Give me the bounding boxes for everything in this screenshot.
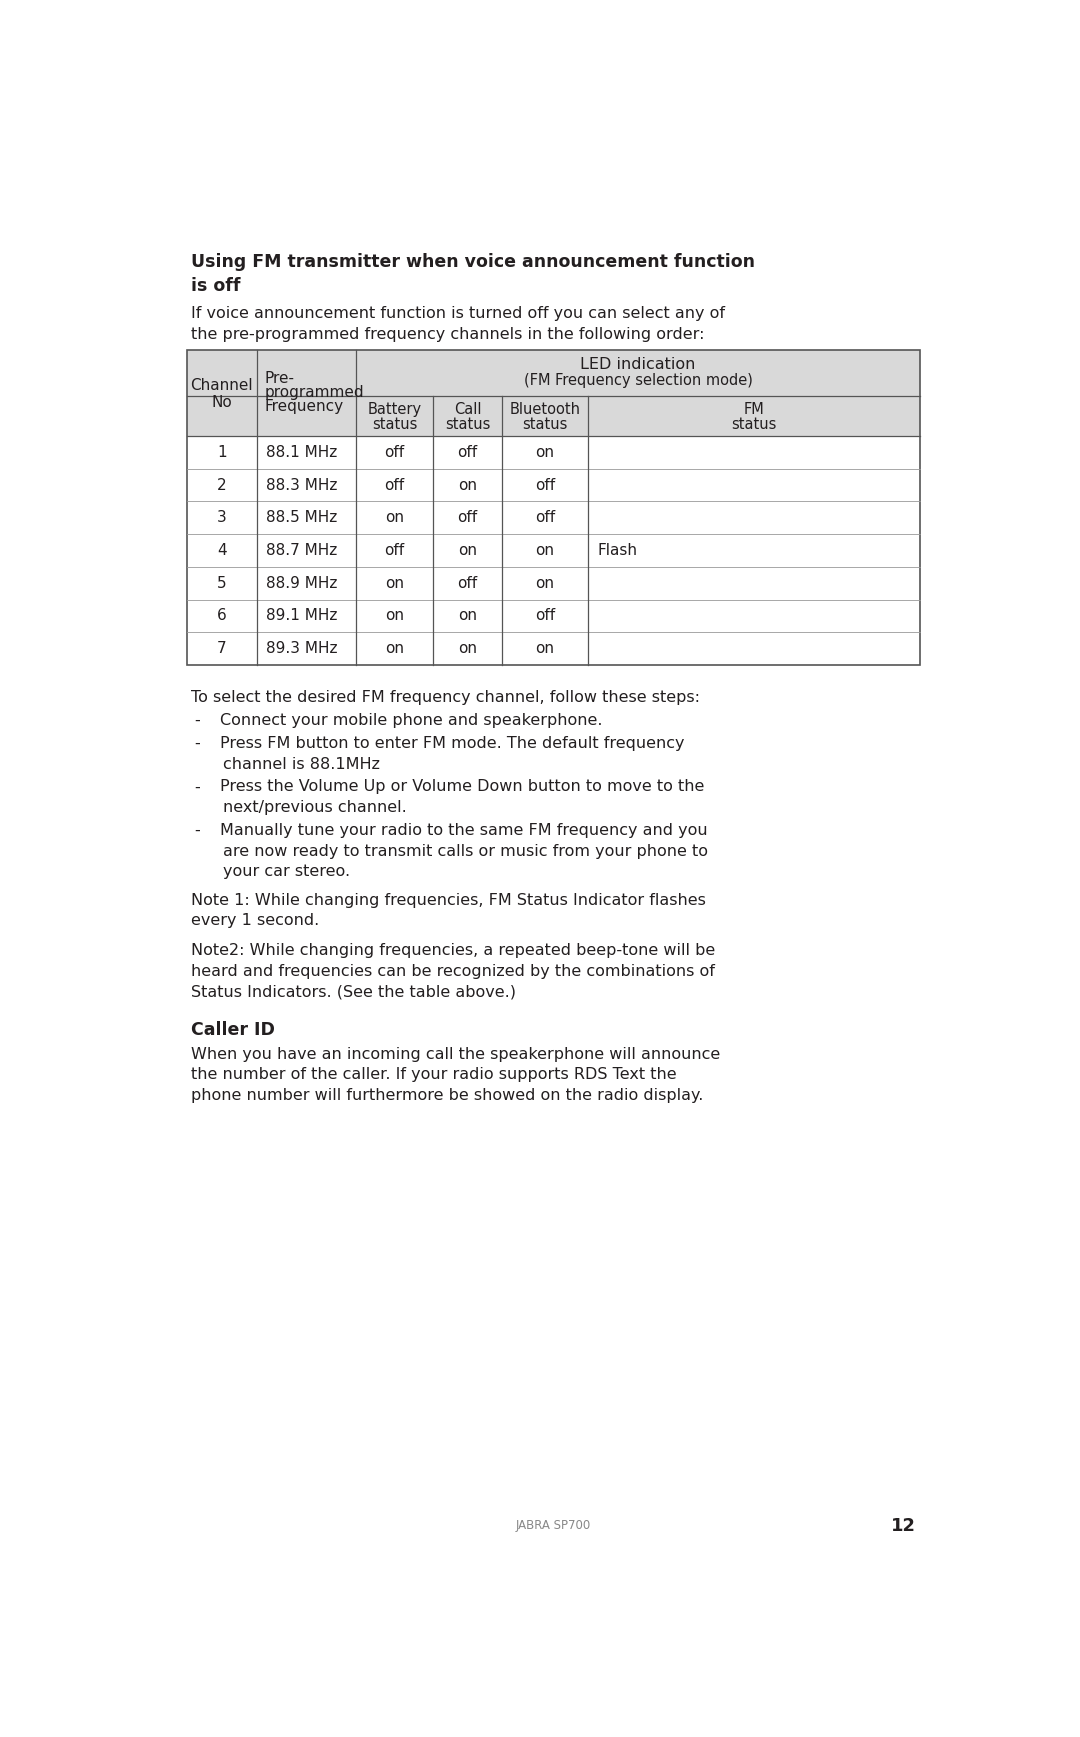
Text: heard and frequencies can be recognized by the combinations of: heard and frequencies can be recognized … [191,964,715,980]
Text: 3: 3 [217,511,227,525]
Text: Note 1: While changing frequencies, FM Status Indicator flashes: Note 1: While changing frequencies, FM S… [191,893,705,908]
Text: 88.1 MHz: 88.1 MHz [266,445,337,460]
Text: next/previous channel.: next/previous channel. [224,801,407,815]
Text: on: on [536,544,554,558]
Text: on: on [386,511,404,525]
Text: off: off [384,544,405,558]
Text: every 1 second.: every 1 second. [191,914,319,928]
Text: off: off [535,511,555,525]
Text: FM: FM [744,401,765,417]
Text: off: off [384,445,405,460]
Text: Frequency: Frequency [265,400,343,413]
Text: the number of the caller. If your radio supports RDS Text the: the number of the caller. If your radio … [191,1067,676,1082]
Text: off: off [458,445,477,460]
Text: Manually tune your radio to the same FM frequency and you: Manually tune your radio to the same FM … [220,823,707,837]
Text: Caller ID: Caller ID [191,1021,274,1039]
Text: are now ready to transmit calls or music from your phone to: are now ready to transmit calls or music… [224,844,708,858]
Text: 88.7 MHz: 88.7 MHz [266,544,337,558]
Text: 5: 5 [217,575,227,591]
Text: Using FM transmitter when voice announcement function: Using FM transmitter when voice announce… [191,254,755,271]
Text: If voice announcement function is turned off you can select any of: If voice announcement function is turned… [191,306,725,321]
Text: -: - [194,823,201,837]
Text: 1: 1 [217,445,227,460]
Text: on: on [458,641,477,657]
Text: on: on [536,641,554,657]
Text: 88.9 MHz: 88.9 MHz [266,575,337,591]
Text: Press FM button to enter FM mode. The default frequency: Press FM button to enter FM mode. The de… [220,736,685,750]
Text: channel is 88.1MHz: channel is 88.1MHz [224,757,380,771]
Text: on: on [458,478,477,493]
Text: Bluetooth: Bluetooth [510,401,580,417]
Text: Note2: While changing frequencies, a repeated beep-tone will be: Note2: While changing frequencies, a rep… [191,943,715,959]
Text: -: - [194,736,201,750]
Text: is off: is off [191,276,241,295]
Text: status: status [731,417,777,433]
Text: JABRA SP700: JABRA SP700 [516,1520,591,1532]
Text: status: status [445,417,490,433]
Text: off: off [535,608,555,624]
Text: your car stereo.: your car stereo. [224,865,351,879]
Text: on: on [386,641,404,657]
Text: on: on [458,608,477,624]
Text: off: off [458,511,477,525]
Text: Battery: Battery [367,401,421,417]
Text: 88.5 MHz: 88.5 MHz [266,511,337,525]
Text: Flash: Flash [597,544,637,558]
Text: When you have an incoming call the speakerphone will announce: When you have an incoming call the speak… [191,1047,720,1061]
Text: the pre-programmed frequency channels in the following order:: the pre-programmed frequency channels in… [191,327,704,342]
Text: on: on [536,575,554,591]
Text: phone number will furthermore be showed on the radio display.: phone number will furthermore be showed … [191,1087,703,1103]
Text: 89.1 MHz: 89.1 MHz [266,608,337,624]
Text: LED indication: LED indication [580,356,696,372]
Text: 6: 6 [217,608,227,624]
Text: on: on [386,575,404,591]
Text: off: off [535,478,555,493]
Text: 2: 2 [217,478,227,493]
Text: status: status [523,417,568,433]
Text: No: No [212,396,232,410]
Text: programmed: programmed [265,386,364,400]
Text: 89.3 MHz: 89.3 MHz [266,641,337,657]
Text: Pre-: Pre- [265,372,295,387]
Text: 4: 4 [217,544,227,558]
Text: Call: Call [454,401,482,417]
Text: Status Indicators. (See the table above.): Status Indicators. (See the table above.… [191,985,516,1001]
Text: To select the desired FM frequency channel, follow these steps:: To select the desired FM frequency chann… [191,691,700,705]
Text: on: on [458,544,477,558]
Text: on: on [536,445,554,460]
Text: Channel: Channel [190,379,253,393]
Text: on: on [386,608,404,624]
Text: Press the Volume Up or Volume Down button to move to the: Press the Volume Up or Volume Down butto… [220,780,704,794]
Text: (FM Frequency selection mode): (FM Frequency selection mode) [524,373,753,387]
Text: off: off [384,478,405,493]
Bar [187,349,920,665]
Text: 7: 7 [217,641,227,657]
Text: Connect your mobile phone and speakerphone.: Connect your mobile phone and speakerpho… [220,714,603,728]
Text: -: - [194,714,201,728]
Text: -: - [194,780,201,794]
Text: status: status [372,417,417,433]
Text: 12: 12 [891,1516,916,1536]
Text: 88.3 MHz: 88.3 MHz [266,478,337,493]
Bar [187,349,920,436]
Text: off: off [458,575,477,591]
